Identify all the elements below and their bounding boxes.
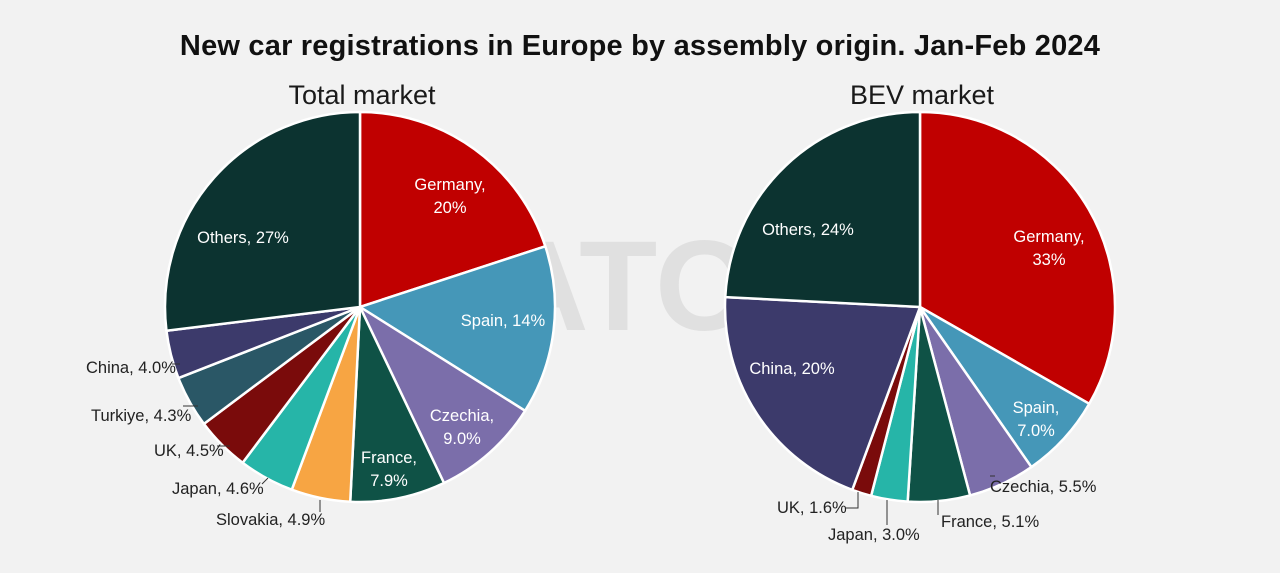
bev-market-title: BEV market (850, 80, 995, 110)
total-label-spain: Spain, 14% (461, 312, 546, 330)
bev-market-pie: Germany, 33% Spain, 7.0% Czechia, 5.5% France… (723, 110, 1117, 544)
bev-label-czechia: Czechia, 5.5% (990, 478, 1097, 496)
bev-leader-uk (845, 492, 859, 509)
bev-slice-germany (918, 110, 1117, 406)
bev-label-germany: Germany, 33% (1013, 228, 1084, 269)
total-slice-czechia (358, 305, 527, 485)
total-slice-france (348, 305, 446, 504)
total-market-pie: Germany, 20% Spain, 14% Czechia, 9.0% France,… (86, 110, 557, 529)
bev-slice-others (724, 110, 922, 309)
total-label-czechia: Czechia, 9.0% (430, 407, 494, 448)
total-label-japan: Japan, 4.6% (172, 480, 264, 498)
total-label-slovakia: Slovakia, 4.9% (216, 511, 325, 529)
total-label-uk: UK, 4.5% (154, 442, 224, 460)
bev-label-others: Others, 24% (762, 221, 854, 239)
total-label-others: Others, 27% (197, 229, 289, 247)
total-slice-spain (358, 245, 557, 413)
bev-label-uk: UK, 1.6% (777, 499, 847, 517)
bev-label-japan: Japan, 3.0% (828, 526, 920, 544)
bev-slice-china (723, 295, 922, 492)
total-slice-others (163, 110, 362, 333)
chart-title: New car registrations in Europe by assem… (179, 30, 1101, 62)
total-label-turkiye: Turkiye, 4.3% (91, 407, 192, 425)
bev-label-spain: Spain, 7.0% (1013, 399, 1060, 440)
total-market-title: Total market (288, 80, 436, 110)
total-slice-germany (358, 110, 547, 309)
total-leader-japan (261, 477, 269, 485)
total-label-germany: Germany, 20% (414, 176, 485, 217)
total-label-france: France, 7.9% (361, 449, 417, 490)
bev-label-china: China, 20% (749, 360, 835, 378)
total-label-china: China, 4.0% (86, 359, 176, 377)
bev-label-france: France, 5.1% (941, 513, 1039, 531)
